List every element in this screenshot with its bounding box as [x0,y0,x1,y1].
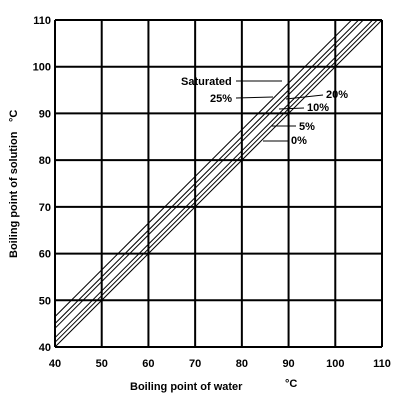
x-tick-label: 40 [49,358,61,370]
series-label: 0% [291,135,307,147]
series-label: 10% [307,102,329,114]
label-leader-line [235,96,274,99]
x-tick-label: 80 [236,358,248,370]
y-tick-labels: 40 50 60 70 80 90 100 110 [33,15,51,354]
series-line [55,20,365,329]
series-line [55,20,353,317]
x-tick-labels: 40 50 60 70 80 90 100 110 [49,358,391,370]
series-line [55,20,379,343]
y-tick-label: 50 [39,295,51,307]
series-line [55,20,374,339]
label-leader-line [285,94,324,100]
series-labels: 0% 5% 10%20% 25% Saturated [181,76,348,147]
y-tick-label: 100 [33,62,51,74]
series-line [55,20,360,324]
y-tick-label: 110 [33,15,51,27]
y-tick-label: 90 [39,108,51,120]
series-line [55,20,382,347]
y-tick-label: 80 [39,155,51,167]
series-label: 25% [210,93,232,105]
label-leader-line [278,107,305,110]
series-lines [55,20,382,347]
y-axis-unit: °C [8,110,20,122]
annotation-leaders [235,80,324,142]
x-axis-unit: °C [285,378,297,390]
y-tick-label: 60 [39,249,51,261]
y-tick-label: 70 [39,202,51,214]
series-label: 20% [326,89,348,101]
x-tick-label: 60 [142,358,154,370]
x-tick-label: 110 [373,358,391,370]
x-axis-title: Boiling point of water [130,381,243,393]
y-axis-title: Boiling point of solution [8,131,20,258]
x-tick-label: 50 [96,358,108,370]
x-tick-label: 70 [189,358,201,370]
x-tick-label: 90 [282,358,294,370]
y-tick-label: 40 [39,342,51,354]
x-tick-label: 100 [326,358,344,370]
series-label: 5% [299,121,315,133]
series-label: Saturated [181,76,232,88]
